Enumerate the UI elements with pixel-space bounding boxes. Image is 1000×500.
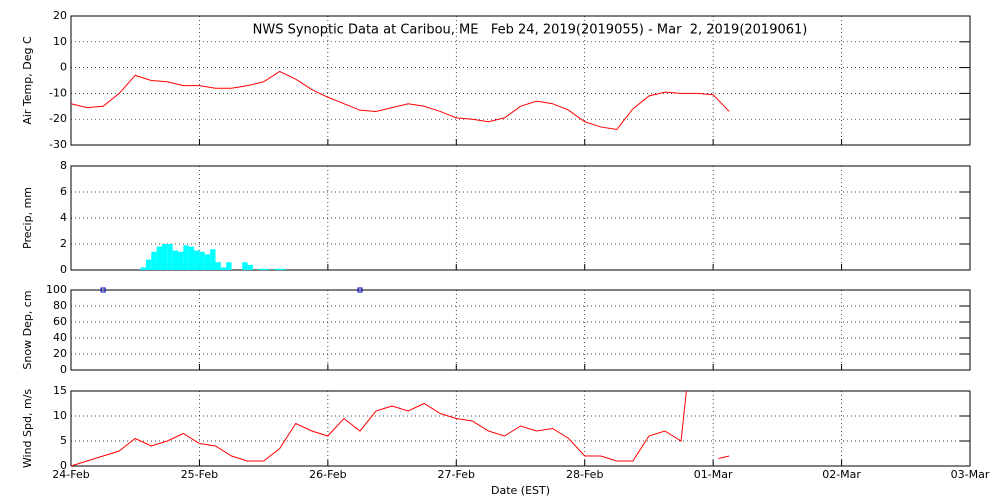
bar <box>247 264 253 270</box>
y-tick-label: 60 <box>53 315 67 328</box>
y-tick-label: 10 <box>53 409 67 422</box>
y-tick-label: 100 <box>46 283 67 296</box>
y-axis-label: Wind Spd, m/s <box>21 389 34 469</box>
y-tick-label: 20 <box>53 9 67 22</box>
y-tick-label: 0 <box>60 459 67 472</box>
bar <box>215 262 221 270</box>
bar <box>258 268 264 270</box>
y-tick-label: 15 <box>53 384 67 397</box>
bar <box>204 254 211 270</box>
bar <box>156 246 162 270</box>
y-tick-label: 0 <box>60 61 67 74</box>
x-tick-label: 03-Mar <box>951 468 990 481</box>
bar <box>263 268 269 270</box>
x-tick-label: 01-Mar <box>694 468 733 481</box>
bar <box>178 251 184 270</box>
bar <box>183 245 189 270</box>
bar <box>242 262 248 270</box>
chart-title: NWS Synoptic Data at Caribou, ME Feb 24,… <box>253 23 808 38</box>
plot-frame <box>70 390 971 467</box>
line <box>70 70 730 131</box>
y-tick-label: 0 <box>60 263 67 276</box>
x-tick-label: 28-Feb <box>566 468 603 481</box>
bar <box>161 244 168 270</box>
x-axis-label: Date (EST) <box>491 484 550 497</box>
y-tick-label: -10 <box>49 86 67 99</box>
point <box>357 287 363 293</box>
y-tick-label: 20 <box>53 347 67 360</box>
x-tick-label: 25-Feb <box>181 468 218 481</box>
bar <box>199 251 205 270</box>
y-tick-label: 0 <box>60 363 67 376</box>
y-axis-label: Precip, mm <box>21 187 34 249</box>
y-tick-label: 2 <box>60 237 67 250</box>
bar <box>172 250 179 270</box>
y-axis-label: Air Temp, Deg C <box>21 36 34 125</box>
plot-frame <box>70 289 971 371</box>
y-axis-label: Snow Dep, cm <box>21 290 34 369</box>
bar <box>151 251 157 270</box>
y-tick-label: 5 <box>60 434 67 447</box>
bar <box>194 250 200 270</box>
y-tick-label: -20 <box>49 112 67 125</box>
y-tick-label: 80 <box>53 299 67 312</box>
y-tick-label: 8 <box>60 159 67 172</box>
bar <box>140 267 146 270</box>
x-tick-label: 02-Mar <box>822 468 861 481</box>
bar <box>279 268 286 270</box>
y-tick-label: 10 <box>53 35 67 48</box>
point <box>100 287 106 293</box>
bar <box>210 249 216 270</box>
bar <box>274 268 280 270</box>
bar <box>226 262 232 270</box>
x-tick-label: 26-Feb <box>309 468 346 481</box>
x-tick-label: 27-Feb <box>438 468 475 481</box>
bar <box>220 267 227 270</box>
y-tick-label: 4 <box>60 211 67 224</box>
line <box>70 390 730 467</box>
bar <box>145 259 152 270</box>
bar <box>188 246 195 270</box>
x-tick-label: 24-Feb <box>52 468 89 481</box>
y-tick-label: -30 <box>49 138 67 151</box>
y-tick-label: 40 <box>53 331 67 344</box>
bar <box>167 244 173 270</box>
y-tick-label: 6 <box>60 185 67 198</box>
